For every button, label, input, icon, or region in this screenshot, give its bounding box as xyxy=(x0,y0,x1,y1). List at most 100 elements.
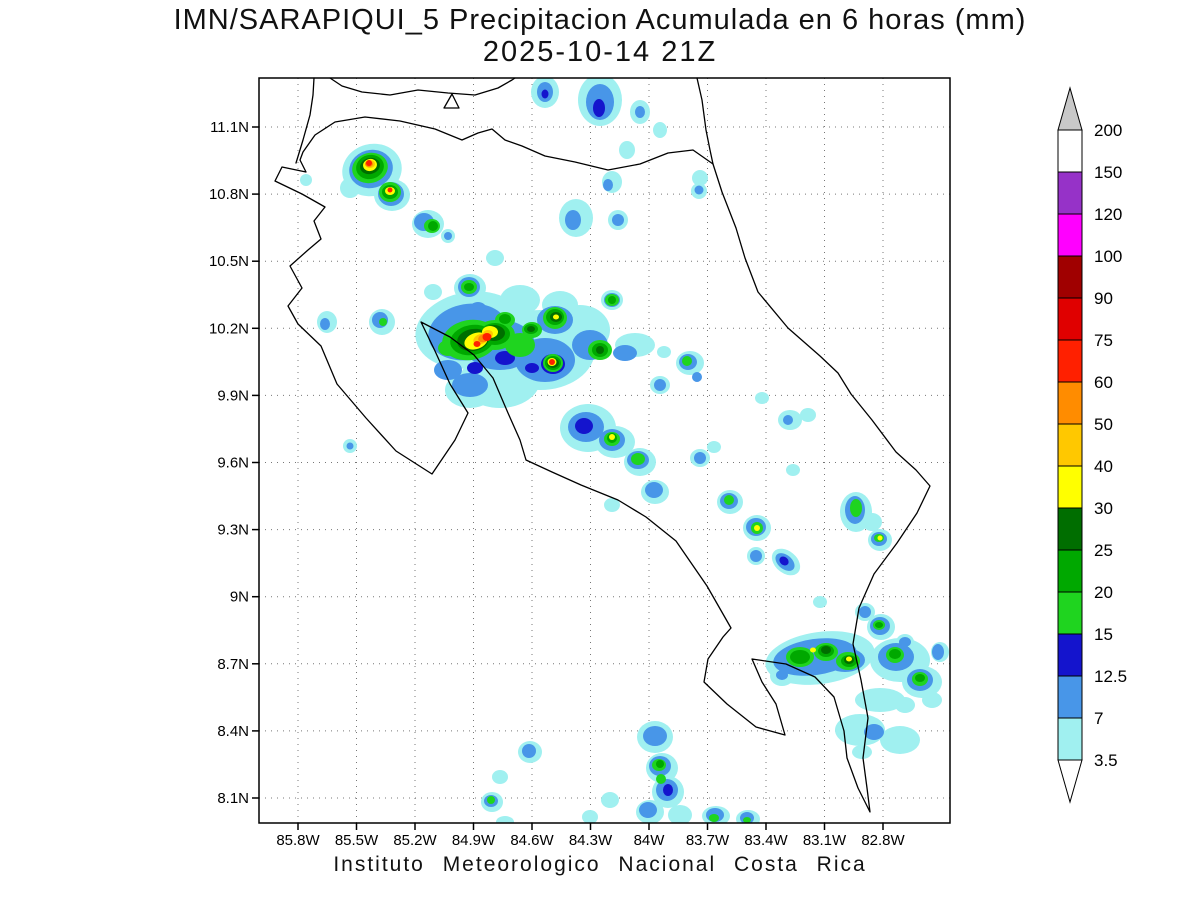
precip-cell xyxy=(444,232,452,240)
precip-cell xyxy=(505,333,535,357)
precip-cell xyxy=(707,441,721,453)
colorbar-segment xyxy=(1057,171,1083,215)
map-outline-layer xyxy=(274,77,931,813)
precip-cell xyxy=(743,817,751,823)
lake-nicaragua-shore xyxy=(329,77,516,96)
colorbar-tick-label: 40 xyxy=(1094,457,1113,476)
colorbar-segment xyxy=(1057,549,1083,593)
precip-cell xyxy=(754,525,760,531)
colorbar-segment xyxy=(1057,339,1083,383)
colorbar-tick-label: 15 xyxy=(1094,625,1113,644)
colorbar-tick-label: 100 xyxy=(1094,247,1122,266)
axis-labels-layer: 11.1N 10.8N 10.5N 10.2N 9.9N 9.6N 9.3N 9N 8.7N 8.… xyxy=(209,119,906,849)
precip-cell xyxy=(692,372,702,382)
precip-cell xyxy=(656,760,664,768)
lat-tick-label: 8.1N xyxy=(217,790,249,807)
precip-cell xyxy=(473,341,481,347)
precip-cell xyxy=(452,373,488,397)
precip-cell xyxy=(525,363,539,373)
colorbar-tick-label: 25 xyxy=(1094,541,1113,560)
lon-tick-label: 84.9W xyxy=(452,832,496,849)
colorbar-tick-label: 12.5 xyxy=(1094,667,1127,686)
precip-cell xyxy=(619,141,635,159)
precip-cell xyxy=(895,697,915,713)
precip-cell xyxy=(496,816,514,823)
precip-cell xyxy=(663,784,673,796)
footer-text: Instituto Meteorologico Nacional Costa R… xyxy=(333,853,867,876)
lat-tick-label: 9.6N xyxy=(217,455,249,472)
precip-cell xyxy=(582,810,598,823)
precip-cell xyxy=(654,379,666,391)
precip-cell xyxy=(467,362,483,374)
colorbar-bottom-arrow xyxy=(1057,759,1083,804)
precip-cell xyxy=(846,656,852,662)
nicaragua-pacific-coast xyxy=(295,77,315,164)
precip-cell xyxy=(434,360,462,380)
precip-cell xyxy=(603,179,613,191)
precip-cell xyxy=(694,452,706,464)
precip-cell xyxy=(656,774,666,784)
colorbar-segment xyxy=(1057,465,1083,509)
precip-cell xyxy=(776,670,788,680)
lat-tick-label: 8.7N xyxy=(217,656,249,673)
colorbar-top-arrow xyxy=(1057,86,1083,131)
precip-cell xyxy=(692,170,708,186)
precip-cell xyxy=(813,596,827,608)
precip-cell xyxy=(596,346,604,354)
lat-tick-label: 9.9N xyxy=(217,387,249,404)
chart-title-line2: 2025-10-14 21Z xyxy=(482,36,718,68)
precip-cell xyxy=(855,688,905,712)
precip-cell xyxy=(608,296,616,304)
precip-cell xyxy=(864,724,884,740)
precip-cell xyxy=(486,250,504,266)
colorbar-segment xyxy=(1057,591,1083,635)
chart-title-line1: IMN/SARAPIQUI_5 Precipitacion Acumulada … xyxy=(173,4,1027,36)
precip-cell xyxy=(366,160,372,166)
precip-cell xyxy=(850,499,862,517)
colorbar-tick-label: 3.5 xyxy=(1094,751,1118,770)
lon-tick-label: 84.6W xyxy=(510,832,554,849)
precip-cell xyxy=(379,318,387,326)
lon-tick-label: 85.8W xyxy=(276,832,320,849)
precip-cell xyxy=(522,744,536,758)
precip-cell xyxy=(492,770,508,784)
precip-cell xyxy=(609,434,615,440)
colorbar-segment xyxy=(1057,213,1083,257)
lon-tick-label: 83.7W xyxy=(686,832,730,849)
precip-cell xyxy=(932,644,944,660)
precip-cell xyxy=(889,649,901,659)
colorbar-tick-label: 200 xyxy=(1094,121,1122,140)
lon-tick-label: 85.5W xyxy=(335,832,379,849)
precip-cell xyxy=(657,346,671,358)
lat-tick-label: 10.8N xyxy=(209,186,249,203)
lat-tick-label: 9.3N xyxy=(217,522,249,539)
precip-cell xyxy=(645,482,663,498)
precip-cell xyxy=(346,442,354,450)
colorbar-tick-label: 7 xyxy=(1094,709,1103,728)
precip-cell xyxy=(810,647,816,653)
precip-cell xyxy=(320,318,330,330)
precip-cell xyxy=(790,650,810,664)
precip-cell xyxy=(862,513,882,531)
precip-cell xyxy=(387,187,393,193)
precip-cell xyxy=(631,453,645,465)
lon-tick-label: 84.3W xyxy=(569,832,613,849)
precip-cell xyxy=(549,359,555,365)
precip-cell xyxy=(500,285,540,315)
precip-cell xyxy=(593,99,605,117)
precip-cell xyxy=(786,464,800,476)
precip-cell xyxy=(527,326,535,332)
precip-cell xyxy=(694,185,704,195)
precip-cell xyxy=(424,284,442,300)
lat-tick-label: 10.2N xyxy=(209,320,249,337)
colorbar-tick-label: 50 xyxy=(1094,415,1113,434)
precip-cell xyxy=(875,622,883,628)
precip-cell xyxy=(300,174,312,186)
lat-tick-label: 9N xyxy=(230,589,249,606)
precip-cell xyxy=(575,418,593,434)
precip-cell xyxy=(613,345,637,361)
precip-cell xyxy=(428,221,438,231)
precip-cell xyxy=(783,415,793,425)
precip-cell xyxy=(495,351,515,365)
